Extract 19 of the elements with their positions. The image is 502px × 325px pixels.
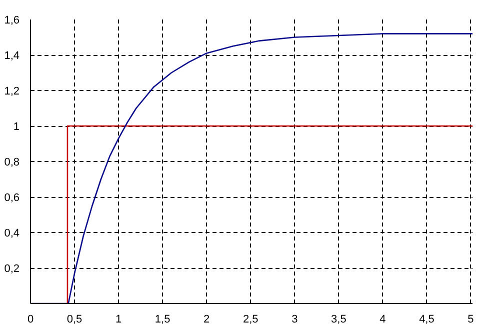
x-tick-label: 4,5: [419, 314, 434, 325]
y-tick-label: 1: [13, 121, 20, 133]
x-tick-label: 2: [204, 314, 210, 325]
y-tick-label: 0,6: [4, 192, 20, 204]
x-tick-label: 1,5: [154, 314, 170, 325]
x-tick-label: 0,5: [66, 314, 82, 325]
y-tick-label: 1,4: [4, 50, 20, 62]
x-tick-label: 4: [380, 314, 386, 325]
x-tick-label: 5: [468, 314, 474, 325]
y-tick-label: 1,6: [4, 14, 20, 26]
y-tick-label: 1,2: [4, 86, 20, 98]
y-tick-label: 0,2: [4, 263, 20, 275]
x-tick-label: 2,5: [242, 314, 258, 325]
y-tick-label: 0,4: [4, 228, 20, 240]
x-tick-label: 0: [27, 314, 34, 325]
x-tick-label: 1: [115, 314, 122, 325]
y-tick-label: 0,8: [4, 156, 20, 168]
x-tick-label: 3: [292, 314, 298, 325]
x-tick-label: 3,5: [331, 314, 346, 325]
